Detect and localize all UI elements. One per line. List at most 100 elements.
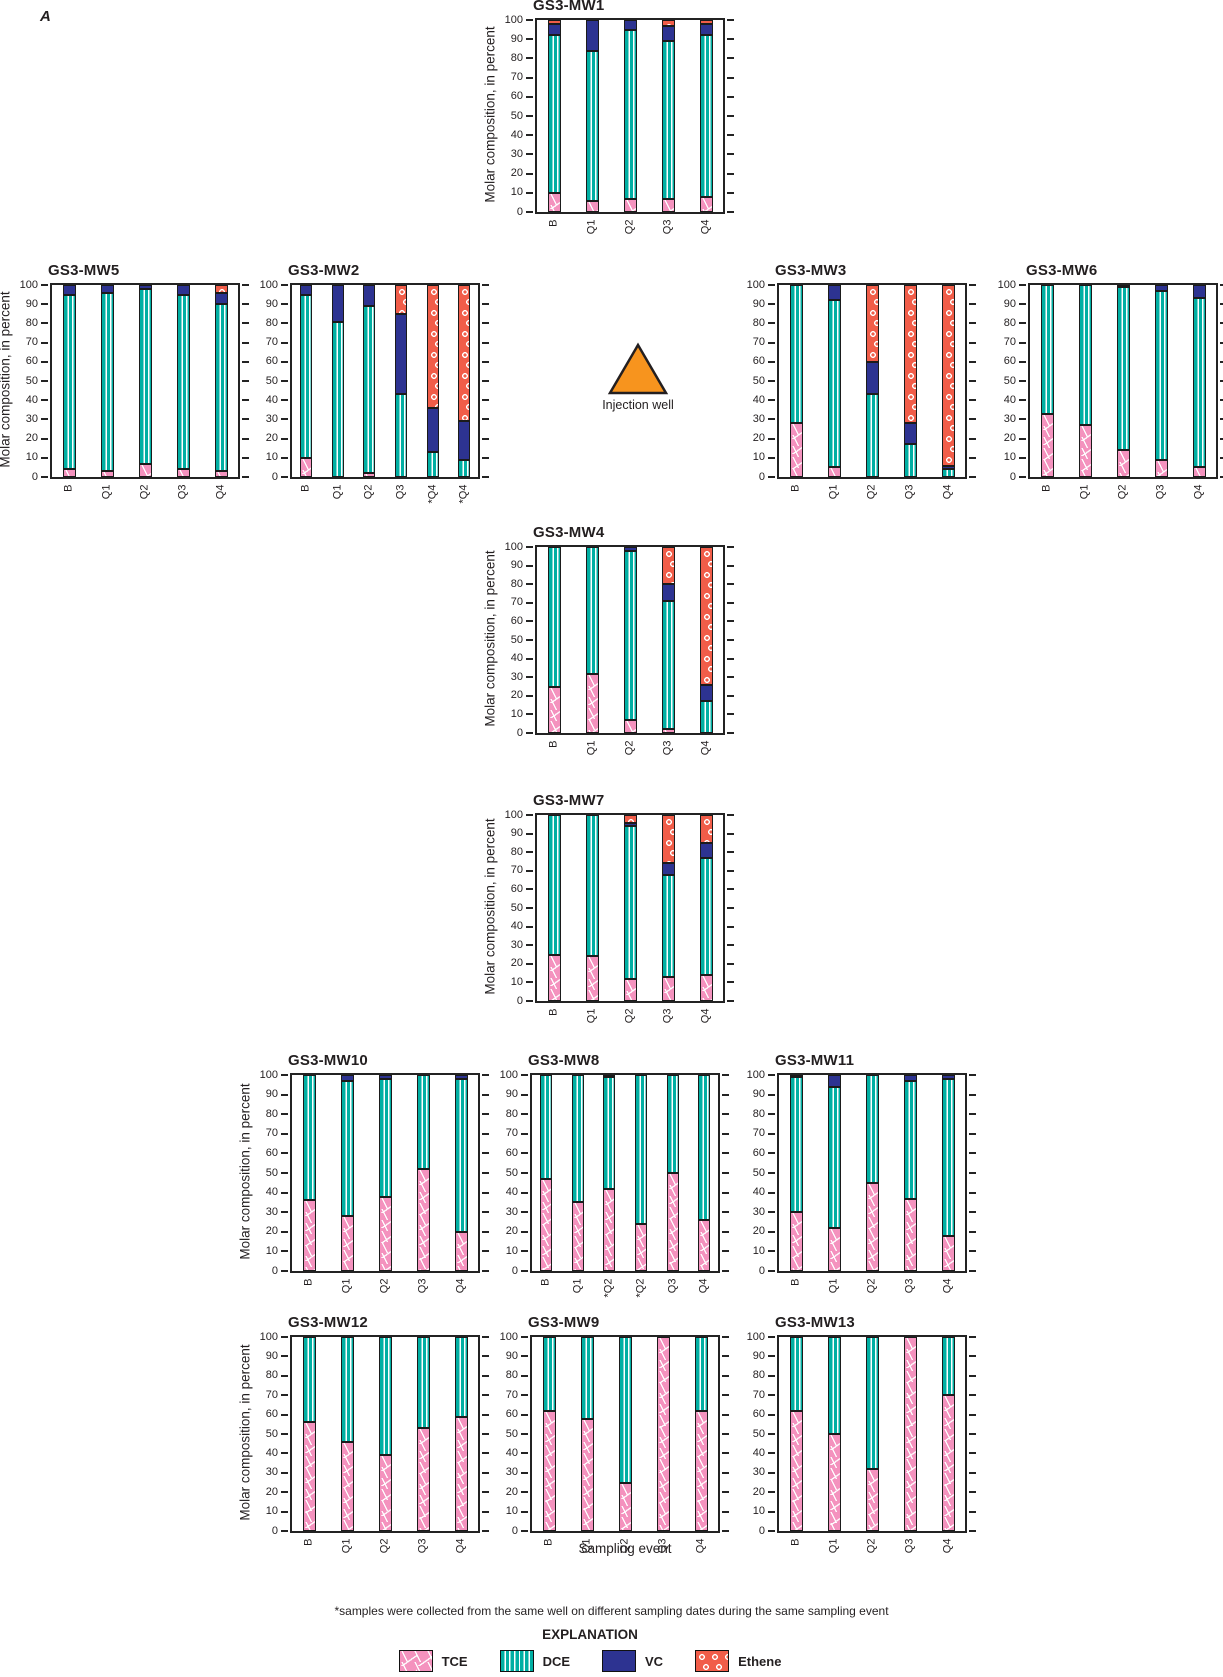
y-tick-label: 70 (510, 864, 523, 877)
y-tick-label: 10 (25, 451, 38, 464)
chart-title: GS3-MW5 (48, 262, 120, 279)
segment-vc (62, 285, 76, 295)
bar-q1 (340, 1075, 354, 1271)
y-tick-label: 20 (505, 1485, 518, 1498)
bar-q1 (827, 1337, 841, 1531)
y-tick (722, 1211, 729, 1214)
y-tick (768, 1394, 775, 1397)
y-tick (768, 1250, 775, 1253)
y-tick (969, 1510, 976, 1513)
y-tick (969, 1394, 976, 1397)
segment-vc (941, 1075, 955, 1079)
plot-area (535, 813, 725, 1003)
x-tick-label: Q3 (176, 484, 189, 500)
y-tick (768, 1152, 775, 1155)
y-tick-label: 80 (505, 1107, 518, 1120)
segment-ethene (699, 815, 713, 843)
y-tick-label: 50 (25, 374, 38, 387)
y-tick (482, 437, 489, 440)
y-tick (482, 1250, 489, 1253)
bar-b (539, 1075, 552, 1271)
chart-gs3-mw8: GS3-MW8 0 10 20 30 40 50 60 70 80 90 100 B Q1 *Q2 *Q2 Q3… (500, 1052, 729, 1297)
y-tick-label: 50 (510, 901, 523, 914)
y-tick (727, 732, 734, 734)
y-tick (526, 1000, 533, 1002)
y-tick-label: 40 (752, 393, 765, 406)
segment-dce (547, 35, 561, 193)
y-tick (1220, 303, 1223, 306)
segment-tce (661, 729, 675, 733)
segment-dce (789, 1077, 803, 1213)
segment-dce (941, 1337, 955, 1396)
x-tick-label: Q1 (827, 1278, 840, 1294)
y-tick (521, 1452, 528, 1455)
bar-b (299, 285, 312, 477)
y-tick (482, 341, 489, 344)
y-tick (526, 732, 533, 734)
plot-area (290, 1073, 480, 1273)
y-tick (526, 851, 533, 854)
y-tick (521, 1152, 528, 1155)
segment-ethene (623, 815, 637, 823)
y-tick (281, 1413, 288, 1416)
y-tick (727, 676, 734, 679)
x-tick-label: Q4 (454, 1538, 467, 1554)
y-tick (722, 1172, 729, 1174)
y-tick (526, 19, 533, 21)
y-tick-label: 80 (752, 316, 765, 329)
y-tick (969, 1413, 976, 1416)
bar-q2 (618, 1337, 632, 1531)
bar-b (789, 285, 803, 477)
segment-dce (454, 1078, 468, 1232)
y-tick (41, 476, 48, 478)
x-tick-label: B (62, 484, 75, 492)
x-tick-label: Q3 (903, 484, 916, 500)
segment-dce (623, 550, 637, 720)
injection-well: Injection well (578, 342, 698, 412)
chart-gs3-mw1: GS3-MW1 Molar composition, in percent 0 10 2… (483, 0, 734, 234)
segment-tce (941, 1395, 955, 1531)
chart-gs3-mw10: GS3-MW10 Molar composition, in percent 0 10… (238, 1052, 489, 1293)
y-tick (281, 1270, 288, 1272)
y-tick (281, 341, 288, 344)
y-tick (727, 19, 734, 21)
segment-ethene (547, 20, 561, 24)
segment-tce (454, 1416, 468, 1531)
y-tick (768, 399, 775, 402)
plot-area (777, 1335, 967, 1533)
segment-dce (865, 1075, 879, 1183)
y-tick (727, 546, 734, 548)
bar-xq2 (603, 1075, 616, 1271)
y-tick-label: 40 (510, 128, 523, 141)
bar-q3 (1154, 284, 1168, 477)
y-tick (1220, 322, 1223, 325)
bar-q1 (331, 285, 344, 477)
x-tick-label: B (302, 1538, 315, 1546)
y-tick-label: 40 (25, 393, 38, 406)
y-tick (768, 418, 775, 421)
chart-gs3-mw12: GS3-MW12 Molar composition, in percent 0 10… (238, 1314, 489, 1553)
y-tick-label: 40 (1003, 393, 1016, 406)
segment-dce (340, 1337, 354, 1442)
segment-dce (694, 1337, 708, 1411)
y-tick-label: 60 (265, 1408, 278, 1421)
y-tick (482, 1394, 489, 1397)
y-tick (727, 869, 734, 872)
y-tick-label: 0 (758, 1264, 765, 1277)
y-tick-label: 10 (510, 186, 523, 199)
y-tick (969, 1211, 976, 1214)
segment-tce (454, 1231, 468, 1271)
x-tick-label: B (789, 1538, 802, 1546)
y-tick (521, 1510, 528, 1513)
y-tick (722, 1250, 729, 1253)
y-tick (768, 1471, 775, 1474)
y-tick (521, 1270, 528, 1272)
segment-dce (62, 294, 76, 470)
y-tick (526, 888, 533, 891)
segment-dce (698, 1075, 711, 1220)
y-tick-label: 20 (1003, 432, 1016, 445)
bar-q3 (416, 1337, 430, 1531)
y-tick-label: 30 (1003, 412, 1016, 425)
bar-q2 (363, 285, 376, 477)
y-tick (242, 456, 249, 459)
